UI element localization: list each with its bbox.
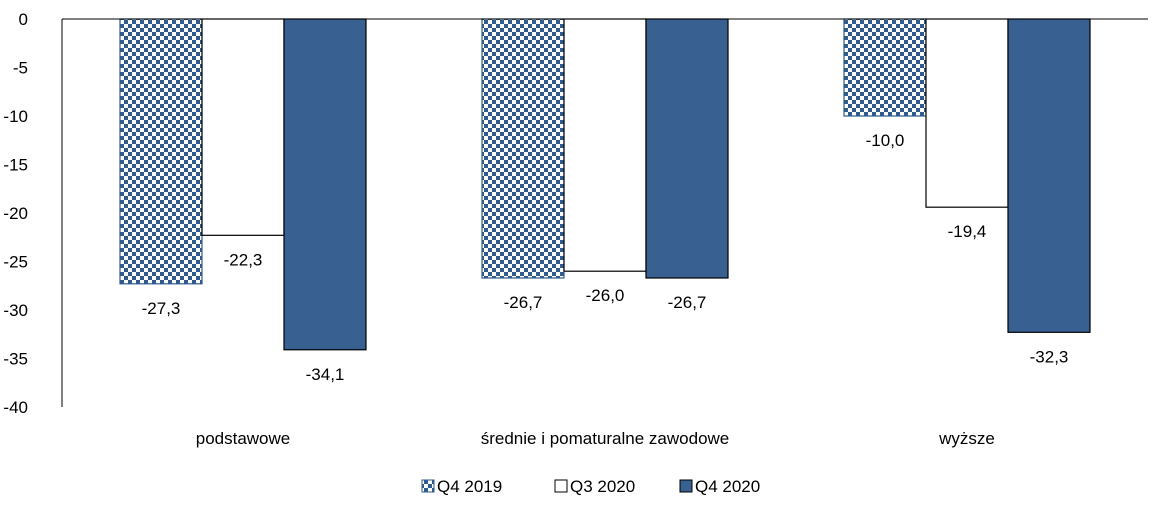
legend-label: Q4 2020 bbox=[695, 477, 760, 496]
data-label: -10,0 bbox=[866, 131, 905, 150]
legend-swatch bbox=[679, 479, 693, 493]
bar-q3-2020 bbox=[925, 18, 1009, 208]
y-tick-label: -10 bbox=[3, 107, 28, 126]
legend-label: Q3 2020 bbox=[570, 477, 635, 496]
bar-q4-2019 bbox=[843, 18, 927, 117]
data-label: -26,0 bbox=[586, 286, 625, 305]
y-tick-label: -25 bbox=[3, 253, 28, 272]
legend: Q4 2019 Q3 2020 Q4 2020 bbox=[421, 477, 760, 496]
bar-q4-2020 bbox=[283, 18, 367, 351]
category-label: wyższe bbox=[938, 429, 995, 448]
bar-q4-2020 bbox=[1007, 18, 1091, 333]
data-label: -26,7 bbox=[504, 293, 543, 312]
axes bbox=[61, 18, 1148, 407]
bar-q3-2020 bbox=[201, 18, 285, 236]
y-tick-label: 0 bbox=[19, 10, 28, 29]
y-tick-label: -30 bbox=[3, 301, 28, 320]
data-label: -22,3 bbox=[224, 250, 263, 269]
category-labels: podstawowe średnie i pomaturalne zawodowe… bbox=[196, 429, 995, 448]
y-axis-ticks: 0 -5 -10 -15 -20 -25 -30 -35 -40 bbox=[3, 10, 28, 417]
legend-swatch bbox=[554, 479, 568, 493]
data-labels: -27,3 -22,3 -34,1 -26,7 -26,0 -26,7 -10,0 -19,4… bbox=[142, 131, 1069, 384]
bars bbox=[119, 18, 1091, 351]
data-label: -19,4 bbox=[948, 222, 987, 241]
bar-q3-2020 bbox=[563, 18, 647, 272]
bar-q4-2019 bbox=[119, 18, 203, 285]
bar-q4-2020 bbox=[645, 18, 729, 279]
data-label: -34,1 bbox=[306, 365, 345, 384]
category-label: podstawowe bbox=[196, 429, 291, 448]
y-tick-label: -40 bbox=[3, 398, 28, 417]
y-tick-label: -20 bbox=[3, 204, 28, 223]
legend-label: Q4 2019 bbox=[437, 477, 502, 496]
category-label: średnie i pomaturalne zawodowe bbox=[481, 429, 730, 448]
data-label: -32,3 bbox=[1030, 347, 1069, 366]
data-label: -27,3 bbox=[142, 299, 181, 318]
y-tick-label: -35 bbox=[3, 350, 28, 369]
data-label: -26,7 bbox=[668, 293, 707, 312]
y-tick-label: -15 bbox=[3, 156, 28, 175]
y-tick-label: -5 bbox=[13, 59, 28, 78]
bar-q4-2019 bbox=[481, 18, 565, 279]
legend-swatch bbox=[421, 479, 435, 493]
